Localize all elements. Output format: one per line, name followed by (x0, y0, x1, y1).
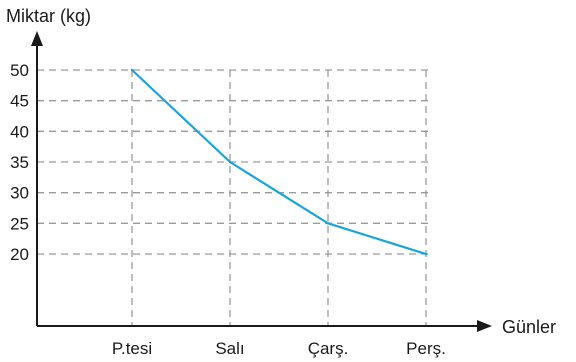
y-axis-label: Miktar (kg) (6, 6, 91, 26)
grid-lines (37, 69, 430, 326)
y-tick-label: 35 (10, 153, 29, 172)
x-tick-labels: P.tesi Salı Çarş. Perş. (112, 339, 446, 358)
y-tick-label: 20 (10, 245, 29, 264)
y-tick-label: 40 (10, 122, 29, 141)
y-axis-arrow-icon (31, 31, 43, 46)
y-tick-labels: 20 25 30 35 40 45 50 (10, 61, 29, 264)
x-tick-label: Salı (215, 339, 244, 358)
y-tick-label: 50 (10, 61, 29, 80)
data-point (424, 252, 428, 256)
x-axis-arrow-icon (477, 320, 492, 332)
data-point (326, 222, 330, 225)
series-group (130, 68, 428, 256)
y-tick-label: 25 (10, 214, 29, 233)
x-axis-label: Günler (502, 317, 556, 337)
data-point (130, 68, 134, 72)
x-tick-label: Perş. (406, 339, 446, 358)
axes (31, 31, 492, 332)
x-tick-label: Çarş. (308, 339, 349, 358)
y-tick-label: 30 (10, 184, 29, 203)
data-point (228, 160, 232, 164)
x-tick-label: P.tesi (112, 339, 152, 358)
y-tick-label: 45 (10, 92, 29, 111)
series-line (130, 68, 428, 256)
